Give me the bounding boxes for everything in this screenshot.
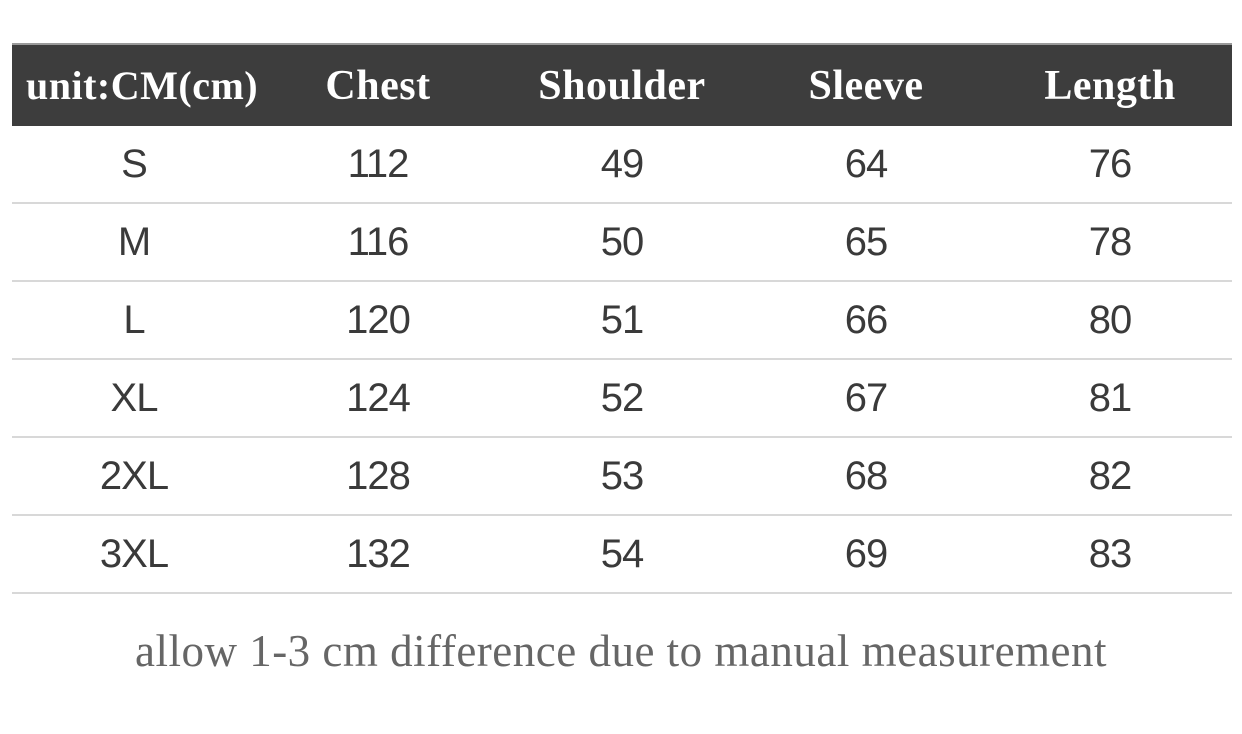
length-cell: 82: [988, 437, 1232, 516]
table-header-row: unit:CM(cm) Chest Shoulder Sleeve Length: [12, 43, 1232, 126]
table-row: XL 124 52 67 81: [12, 359, 1232, 438]
sleeve-cell: 68: [744, 437, 988, 516]
chest-cell: 128: [256, 437, 500, 516]
sleeve-cell: 69: [744, 515, 988, 594]
shoulder-cell: 53: [500, 437, 744, 516]
size-cell: XL: [12, 359, 256, 438]
length-cell: 80: [988, 281, 1232, 360]
shoulder-cell: 54: [500, 515, 744, 594]
size-cell: M: [12, 203, 256, 282]
table-row: L 120 51 66 80: [12, 281, 1232, 360]
size-cell: 2XL: [12, 437, 256, 516]
size-cell: S: [12, 126, 256, 204]
shoulder-cell: 52: [500, 359, 744, 438]
size-chart: unit:CM(cm) Chest Shoulder Sleeve Length…: [12, 43, 1232, 594]
sleeve-header-cell: Sleeve: [744, 43, 988, 126]
length-cell: 83: [988, 515, 1232, 594]
sleeve-cell: 67: [744, 359, 988, 438]
chest-header-cell: Chest: [256, 43, 500, 126]
table-row: 3XL 132 54 69 83: [12, 515, 1232, 594]
size-cell: L: [12, 281, 256, 360]
length-cell: 81: [988, 359, 1232, 438]
measurement-note: allow 1-3 cm difference due to manual me…: [134, 626, 1108, 676]
size-table: unit:CM(cm) Chest Shoulder Sleeve Length…: [12, 43, 1232, 594]
shoulder-cell: 51: [500, 281, 744, 360]
chest-cell: 120: [256, 281, 500, 360]
shoulder-cell: 49: [500, 126, 744, 204]
chest-cell: 112: [256, 126, 500, 204]
sleeve-cell: 66: [744, 281, 988, 360]
shoulder-header-cell: Shoulder: [500, 43, 744, 126]
length-header-cell: Length: [988, 43, 1232, 126]
length-cell: 76: [988, 126, 1232, 204]
size-cell: 3XL: [12, 515, 256, 594]
sleeve-cell: 64: [744, 126, 988, 204]
length-cell: 78: [988, 203, 1232, 282]
shoulder-cell: 50: [500, 203, 744, 282]
table-row: M 116 50 65 78: [12, 203, 1232, 282]
table-row: 2XL 128 53 68 82: [12, 437, 1232, 516]
chest-cell: 124: [256, 359, 500, 438]
chest-cell: 116: [256, 203, 500, 282]
chest-cell: 132: [256, 515, 500, 594]
sleeve-cell: 65: [744, 203, 988, 282]
table-row: S 112 49 64 76: [12, 126, 1232, 204]
unit-header-cell: unit:CM(cm): [12, 43, 258, 126]
